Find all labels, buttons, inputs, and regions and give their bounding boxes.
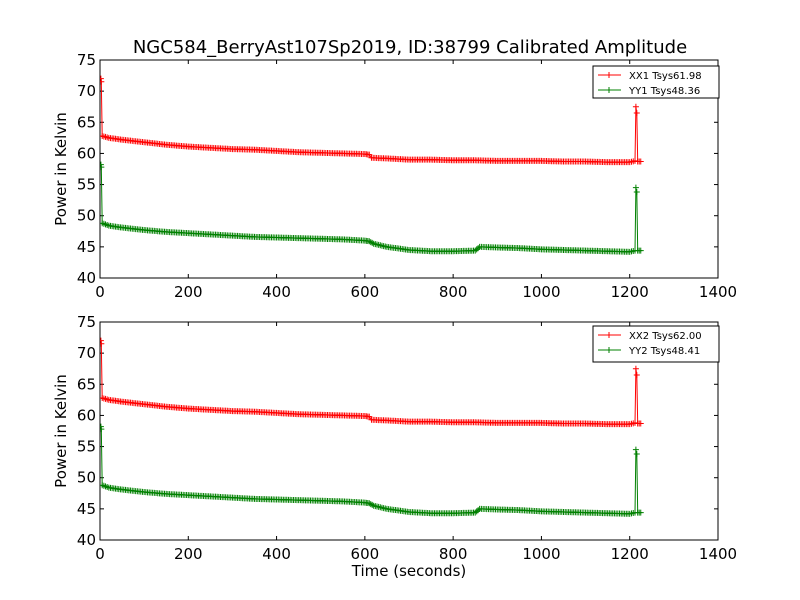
data-point xyxy=(637,158,644,165)
x-tick-label: 1200 xyxy=(611,545,649,563)
data-point xyxy=(633,109,640,116)
data-point xyxy=(366,151,373,158)
legend-box xyxy=(592,325,720,363)
x-tick-label: 1400 xyxy=(699,283,737,301)
x-tick-label: 1200 xyxy=(611,283,649,301)
x-tick-label: 600 xyxy=(351,283,380,301)
data-point xyxy=(637,247,644,254)
data-point xyxy=(475,507,482,514)
x-tick-label: 600 xyxy=(351,545,380,563)
y-tick-label: 55 xyxy=(77,176,96,194)
data-point xyxy=(633,189,640,196)
data-point xyxy=(366,413,373,420)
data-point xyxy=(637,420,644,427)
legend: XX1 Tsys61.98 YY1 Tsys48.36 xyxy=(592,65,720,99)
legend: XX2 Tsys62.00 YY2 Tsys48.41 xyxy=(592,325,720,363)
x-tick-label: 1000 xyxy=(522,545,560,563)
data-point xyxy=(632,184,639,191)
y-tick-label: 60 xyxy=(77,406,96,424)
legend-swatch-marker xyxy=(606,87,612,93)
data-point xyxy=(632,419,639,426)
data-point xyxy=(632,365,639,372)
x-tick-label: 400 xyxy=(262,545,291,563)
x-tick-label: 0 xyxy=(95,283,105,301)
data-point xyxy=(632,446,639,453)
data-point xyxy=(100,164,105,171)
y-tick-label: 45 xyxy=(77,500,96,518)
data-point xyxy=(633,371,640,378)
legend-label: XX1 Tsys61.98 xyxy=(629,71,702,82)
series-1 xyxy=(100,75,644,166)
y-tick-label: 70 xyxy=(77,82,96,100)
y-tick-label: 65 xyxy=(77,375,96,393)
x-axis-label: Time (seconds) xyxy=(351,562,467,580)
x-tick-label: 0 xyxy=(95,545,105,563)
data-point xyxy=(632,157,639,164)
data-point xyxy=(369,501,376,508)
series-1 xyxy=(100,337,644,428)
y-tick-label: 60 xyxy=(77,144,96,162)
y-tick-label: 75 xyxy=(77,51,96,69)
y-tick-label: 50 xyxy=(77,469,96,487)
series-2 xyxy=(100,161,644,255)
figure-title: NGC584_BerryAst107Sp2019, ID:38799 Calib… xyxy=(133,37,687,58)
y-tick-label: 75 xyxy=(77,313,96,331)
x-tick-label: 200 xyxy=(174,545,203,563)
x-tick-label: 1400 xyxy=(699,545,737,563)
data-point xyxy=(369,239,376,246)
x-tick-label: 400 xyxy=(262,283,291,301)
chart-panel-1: 0 200 400 600 800 1000 1200 1400 40 45 50 55 60 65 70 7… xyxy=(52,51,737,301)
data-point xyxy=(637,509,644,516)
y-tick-label: 55 xyxy=(77,438,96,456)
y-axis-label: Power in Kelvin xyxy=(52,374,70,488)
y-tick-label: 70 xyxy=(77,344,96,362)
x-tick-label: 1000 xyxy=(522,283,560,301)
y-tick-label: 50 xyxy=(77,207,96,225)
axes-frame xyxy=(99,321,719,541)
x-tick-label: 200 xyxy=(174,283,203,301)
plots-container: 0 200 400 600 800 1000 1200 1400404550556065707… xyxy=(52,51,737,580)
data-point xyxy=(633,451,640,458)
legend-swatch-marker xyxy=(606,72,612,78)
legend-label: XX2 Tsys62.00 xyxy=(629,331,702,342)
x-tick-label: 800 xyxy=(439,545,468,563)
series-2 xyxy=(100,423,644,517)
legend-label: YY2 Tsys48.41 xyxy=(628,346,700,357)
y-tick-label: 40 xyxy=(77,531,96,549)
chart-panel-2: 0 200 400 600 800 1000 1200 1400 40 45 50 55 60 65 70 7… xyxy=(52,313,737,580)
y-tick-label: 45 xyxy=(77,238,96,256)
data-point xyxy=(100,426,105,433)
y-tick-label: 40 xyxy=(77,269,96,287)
legend-label: YY1 Tsys48.36 xyxy=(628,86,700,97)
y-axis-label: Power in Kelvin xyxy=(52,112,70,226)
x-tick-label: 800 xyxy=(439,283,468,301)
axes-frame xyxy=(99,59,719,279)
legend-swatch-marker xyxy=(606,347,612,353)
legend-box xyxy=(592,65,720,99)
legend-swatch-marker xyxy=(606,332,612,338)
y-tick-label: 65 xyxy=(77,113,96,131)
data-point xyxy=(475,245,482,252)
data-point xyxy=(100,78,105,85)
data-point xyxy=(100,340,105,347)
data-point xyxy=(632,103,639,110)
